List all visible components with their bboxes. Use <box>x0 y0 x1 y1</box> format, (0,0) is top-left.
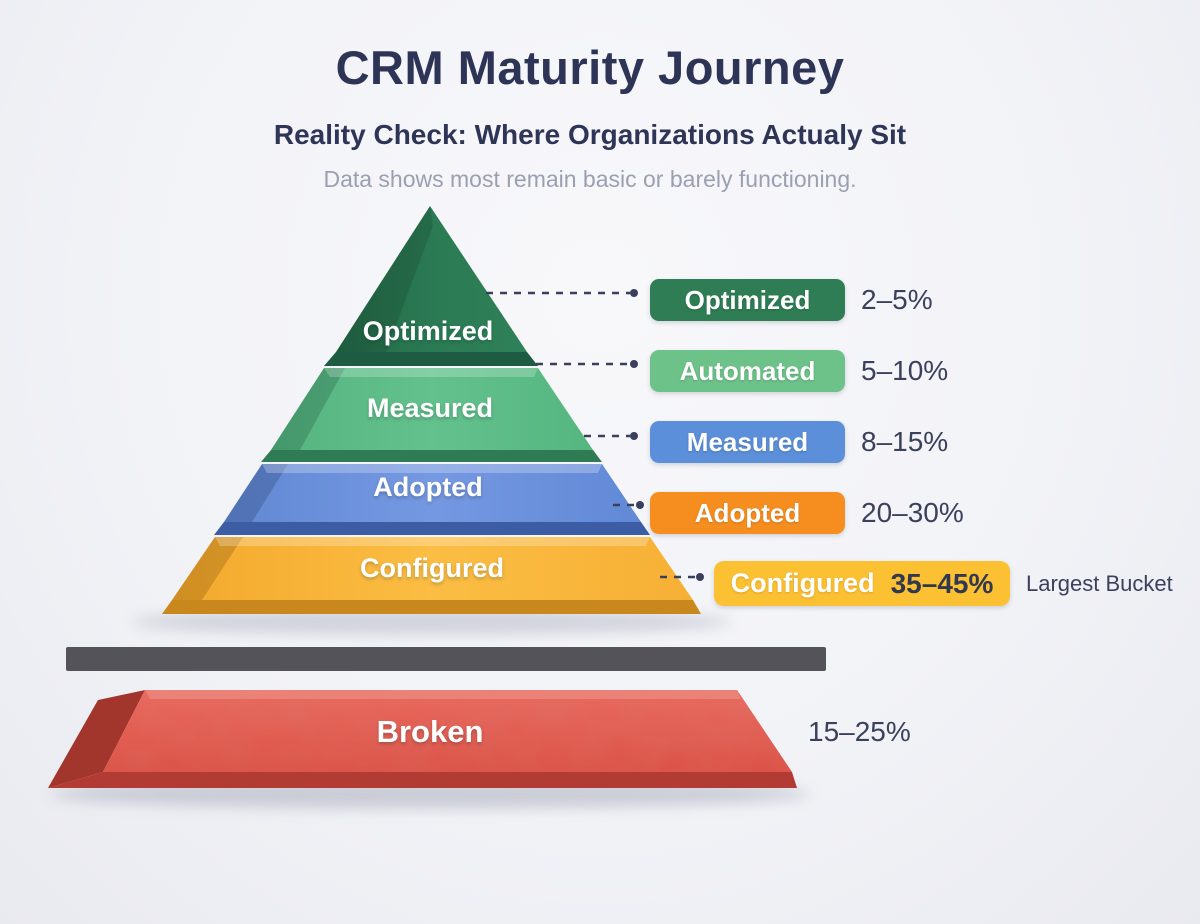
legend-value-optimized: 2–5% <box>861 284 933 315</box>
legend-pill-measured: Measured <box>650 421 845 463</box>
connector-dots <box>630 289 704 581</box>
legend-note-largest-bucket: Largest Bucket <box>1026 571 1173 596</box>
page-tagline: Data shows most remain basic or barely f… <box>323 166 857 192</box>
divider-bar <box>66 647 826 671</box>
legend-value-automated: 5–10% <box>861 355 949 386</box>
legend-pill-optimized: Optimized <box>650 279 845 321</box>
page-subtitle: Reality Check: Where Organizations Actua… <box>273 119 907 150</box>
pyramid-layer-configured <box>162 537 701 614</box>
pyramid-layer-measured <box>261 368 602 462</box>
pyramid-layer-optimized <box>324 206 538 366</box>
legend-pill-automated: Automated <box>650 350 845 392</box>
broken-bar <box>48 690 797 788</box>
pyramid-layer-adopted <box>214 464 650 535</box>
legend-pill-adopted: Adopted <box>650 492 845 534</box>
legend-value-configured: 35–45% <box>890 567 994 599</box>
legend-value-measured: 8–15% <box>861 426 949 457</box>
legend-label-configured: Configured <box>730 568 875 598</box>
legend-value-adopted: 20–30% <box>861 497 964 528</box>
broken-value: 15–25% <box>808 716 911 747</box>
page-title: CRM Maturity Journey <box>335 41 845 94</box>
legend-pill-configured: Configured 35–45% <box>714 561 1010 606</box>
pyramid-shadow <box>132 609 732 635</box>
legend-connectors <box>486 291 696 579</box>
